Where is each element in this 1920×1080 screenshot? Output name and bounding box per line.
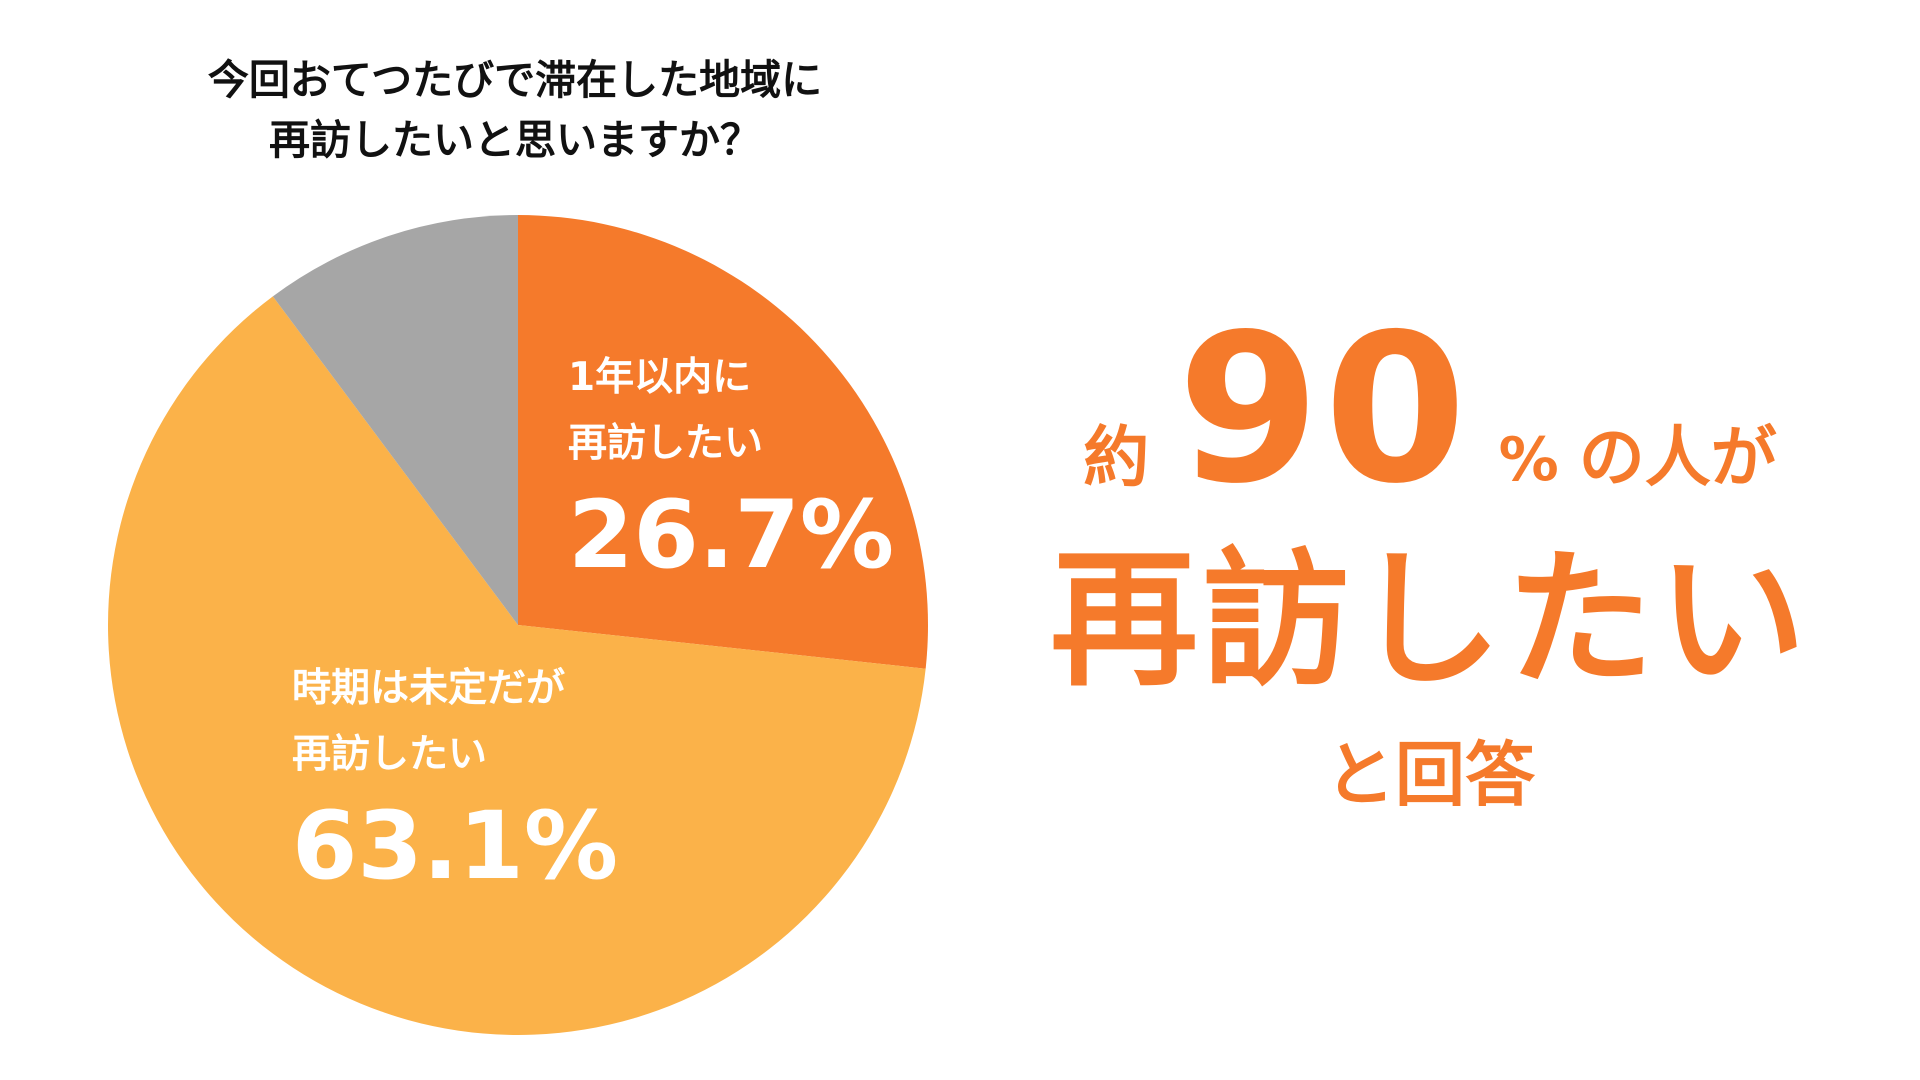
slice-label-within-one-year: 1年以内に 再訪したい 26.7% [568, 345, 894, 591]
slice-label-within-one-year-line-2: 再訪したい [568, 421, 764, 466]
headline-suffix: の人が [1578, 419, 1777, 496]
pie-slice-within-one-year [518, 215, 928, 669]
chart-title-line-1: 今回おてつたびで滞在した地域に [207, 56, 823, 104]
headline-callout: 約 90 % の人が 再訪したい と回答 [990, 300, 1870, 830]
slice-value-within-one-year: 26.7% [568, 481, 895, 590]
slice-label-undecided-line-1: 時期は未定だが [292, 666, 566, 711]
headline-trailer: と回答 [1325, 734, 1535, 816]
headline-number: 90 [1177, 291, 1471, 529]
chart-title-line-2: 再訪したいと思いますか？ [269, 116, 761, 164]
headline-row-1: 約 90 % の人が [990, 300, 1870, 530]
chart-title: 今回おてつたびで滞在した地域に 再訪したいと思いますか？ [110, 50, 920, 170]
headline-prefix: 約 [1083, 419, 1150, 496]
slice-value-undecided: 63.1% [292, 792, 619, 901]
pie-slice-undecided [108, 296, 926, 1035]
slice-label-undecided-line-2: 再訪したい [292, 732, 488, 777]
slice-label-within-one-year-line-1: 1年以内に [568, 355, 752, 400]
slice-label-undecided: 時期は未定だが 再訪したい 63.1% [292, 656, 618, 902]
headline-percent: % [1498, 425, 1559, 495]
headline-main: 再訪したい [1050, 534, 1810, 706]
pie-slice-other [272, 215, 518, 625]
